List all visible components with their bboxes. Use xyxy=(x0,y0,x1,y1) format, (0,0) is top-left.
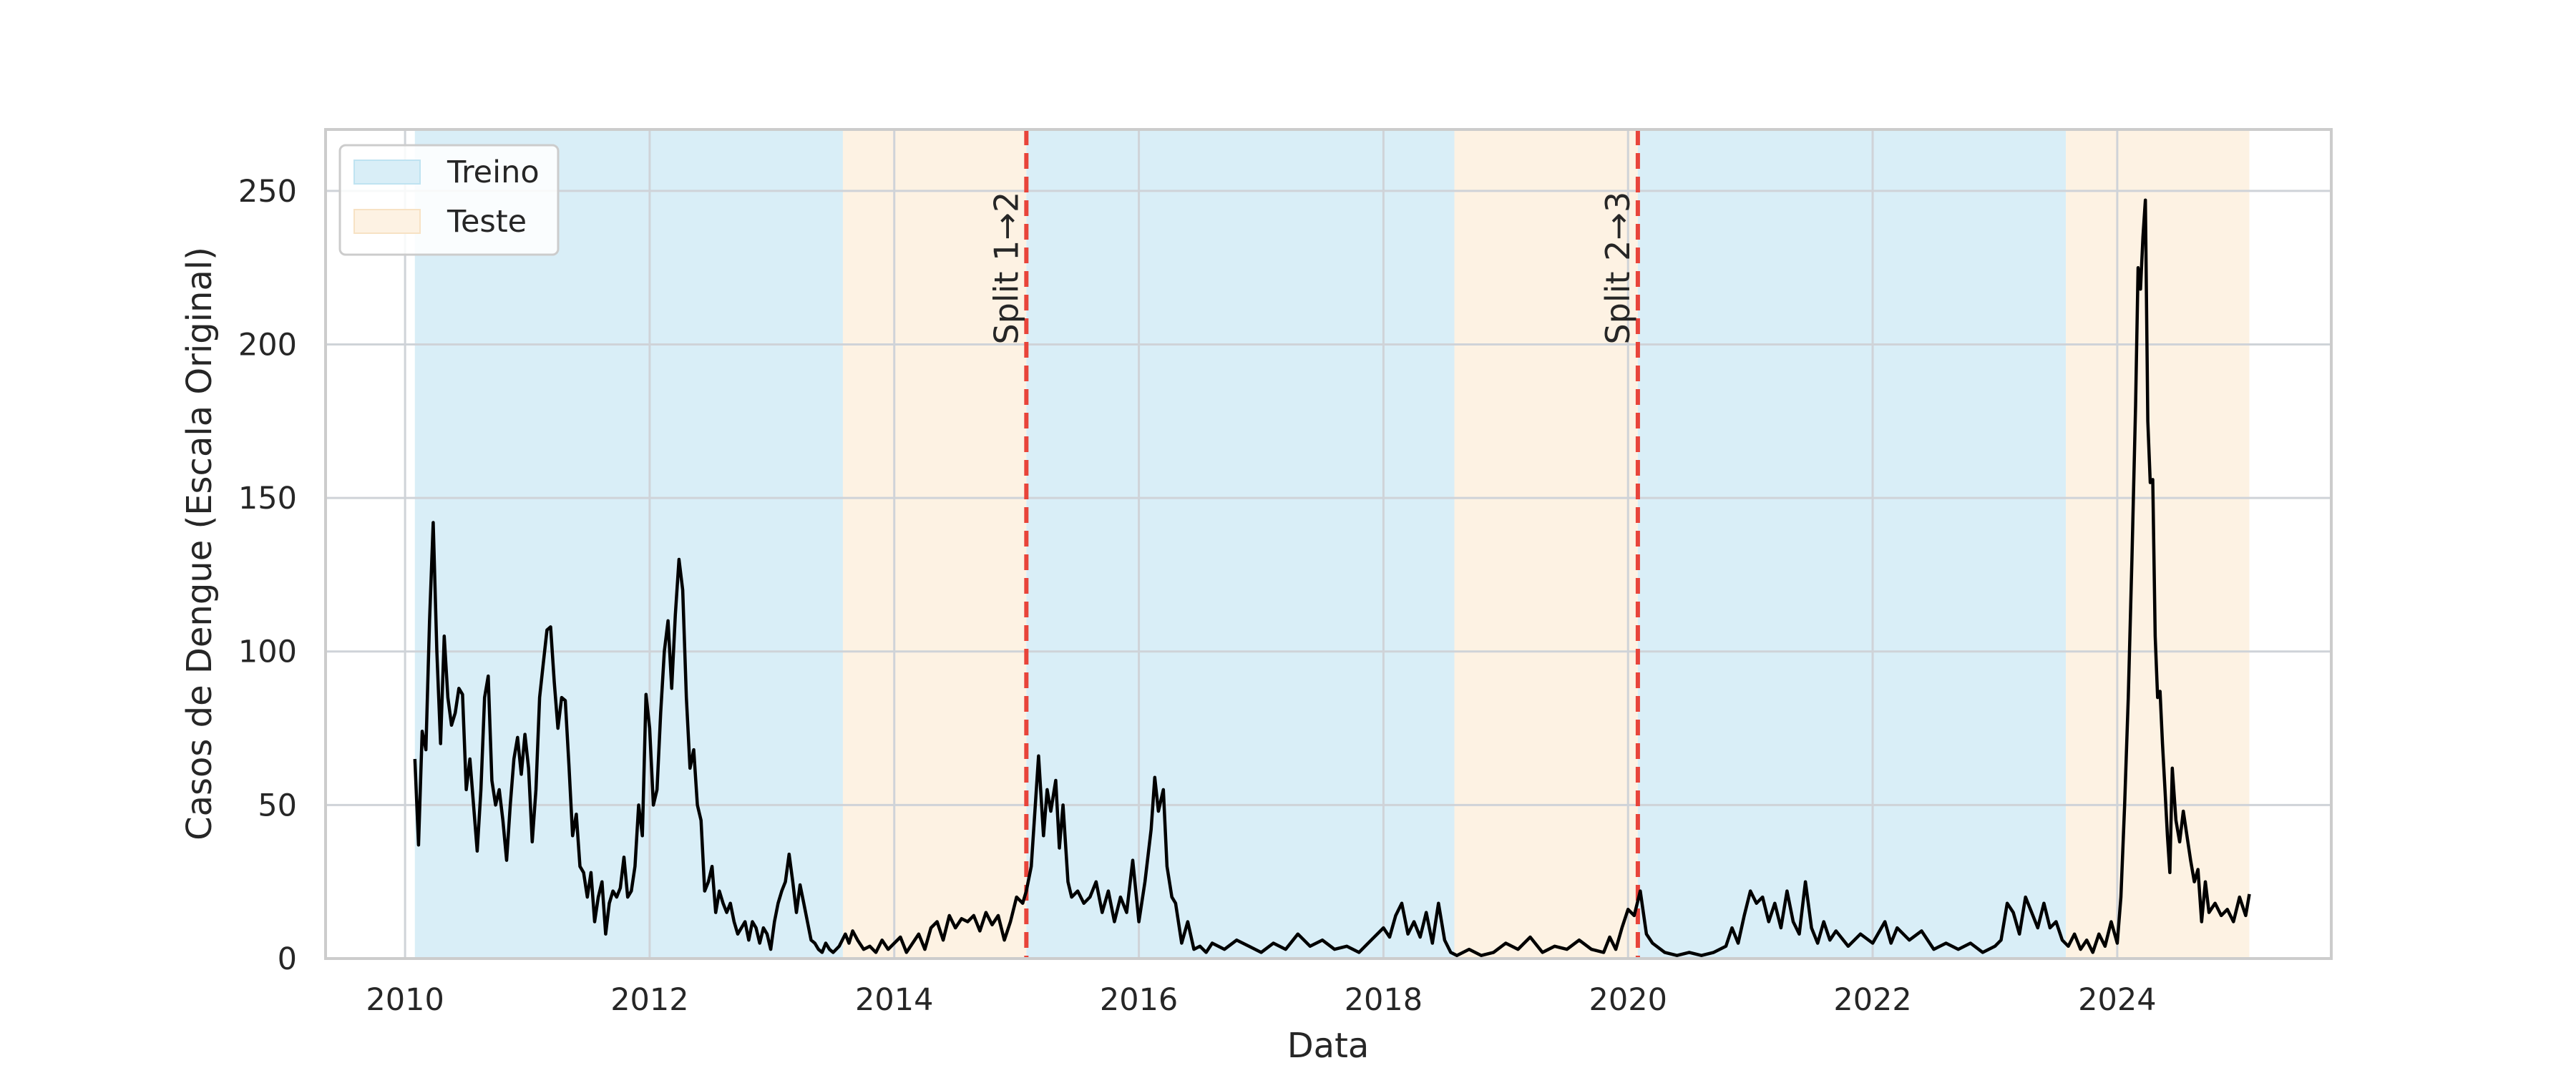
region-treino-1 xyxy=(414,129,843,959)
split-label-1: Split 1→2 xyxy=(987,192,1025,345)
axis-ticks: 2010 2012 2014 2016 2018 2020 2022 2024 0 50 100 15… xyxy=(238,174,2157,1018)
x-tick-label-2014: 2014 xyxy=(855,982,933,1018)
y-tick-label-250: 250 xyxy=(238,174,297,210)
y-tick-label-0: 0 xyxy=(278,941,297,977)
x-tick-label-2022: 2022 xyxy=(1833,982,1911,1018)
region-teste-2 xyxy=(842,129,1027,959)
region-teste-6 xyxy=(2066,129,2250,959)
split-label-2: Split 2→3 xyxy=(1599,192,1637,345)
split-regions xyxy=(414,129,2250,959)
y-tick-label-100: 100 xyxy=(238,635,297,670)
plot-frame xyxy=(324,128,2333,960)
split-lines: Split 1→2 Split 2→3 xyxy=(987,129,1640,959)
legend-label-teste: Teste xyxy=(447,204,527,240)
legend-swatch-teste xyxy=(353,209,421,234)
region-treino-5 xyxy=(1637,129,2067,959)
x-axis-label: Data xyxy=(1287,1026,1370,1066)
legend-swatch-treino xyxy=(353,160,421,185)
x-tick-label-2010: 2010 xyxy=(366,982,444,1018)
x-tick-label-2018: 2018 xyxy=(1345,982,1423,1018)
region-teste-4 xyxy=(1454,129,1638,959)
region-treino-3 xyxy=(1026,129,1455,959)
x-tick-label-2024: 2024 xyxy=(2078,982,2156,1018)
x-tick-label-2020: 2020 xyxy=(1589,982,1667,1018)
y-tick-label-200: 200 xyxy=(238,327,297,363)
y-tick-label-150: 150 xyxy=(238,481,297,516)
x-tick-label-2016: 2016 xyxy=(1100,982,1178,1018)
x-tick-label-2012: 2012 xyxy=(610,982,688,1018)
y-tick-label-50: 50 xyxy=(258,788,297,823)
y-axis-label: Casos de Dengue (Escala Original) xyxy=(180,247,220,841)
legend-label-treino: Treino xyxy=(447,155,540,190)
legend: Treino Teste xyxy=(338,144,560,256)
series-line-casos xyxy=(413,198,2251,957)
